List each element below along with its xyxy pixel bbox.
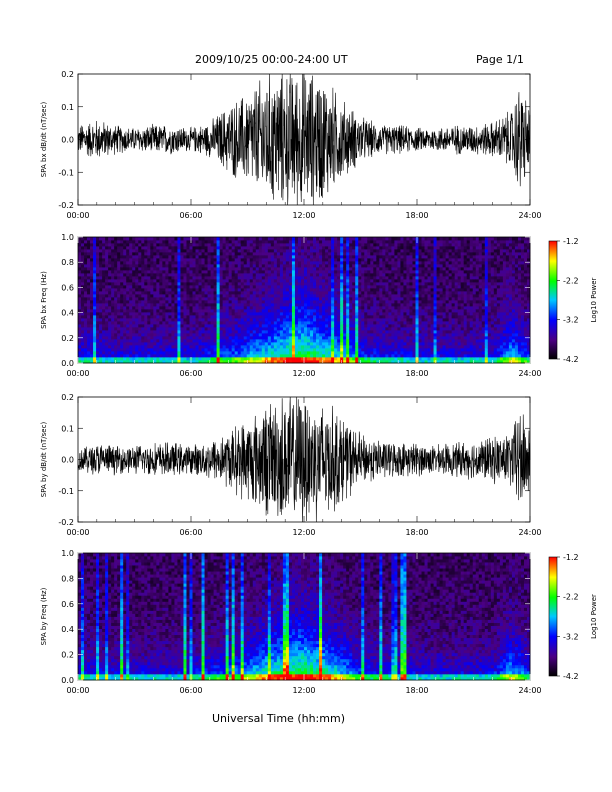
x-tick-label: 12:00 [292,211,315,220]
y-tick-label: 0.2 [61,393,74,402]
y-tick-label: 0.2 [61,651,74,660]
spectrogram [78,553,531,681]
x-tick-label: 00:00 [66,528,89,537]
y-tick-label: 0.2 [61,70,74,79]
x-tick-label: 12:00 [292,528,315,537]
y-tick-label: -0.1 [58,487,74,496]
y-tick-label: 1.0 [61,233,74,242]
colorbar-tick-label: -3.2 [563,632,579,641]
y-tick-label: -0.2 [58,518,74,527]
colorbar-scale [548,240,558,360]
y-tick-label: 0.6 [61,283,74,292]
colorbar-tick-label: -2.2 [563,593,579,602]
panel-4: -1.2 -2.2 -3.2 -4.2 Log10 Power 0.0 0.2 0.4 0.6 0… [40,549,598,695]
x-tick-label: 00:00 [66,369,89,378]
x-tick-label: 06:00 [179,211,202,220]
panel-2: -1.2 -2.2 -3.2 -4.2 Log10 Power 0.0 0.2 0.4 0.6 0… [40,233,598,378]
colorbar-tick-label: -3.2 [563,316,579,325]
y-tick-label: -0.1 [58,168,74,177]
y-axis-label: SPA bx dB/dt (nT/sec) [40,102,48,178]
page-number: Page 1/1 [476,53,524,66]
y-tick-label: 0.6 [61,600,74,609]
y-tick-label: 1.0 [61,549,74,558]
colorbar-tick-label: -1.2 [563,553,579,562]
y-tick-label: 0.0 [61,676,74,685]
x-tick-label: 24:00 [518,369,541,378]
x-tick-label: 12:00 [292,686,315,695]
y-tick-label: 0.8 [61,574,74,583]
x-tick-label: 06:00 [179,686,202,695]
x-tick-label: 12:00 [292,369,315,378]
x-tick-label: 00:00 [66,686,89,695]
y-tick-label: 0.0 [61,136,74,145]
y-tick-label: 0.8 [61,258,74,267]
y-tick-label: 0.1 [61,424,74,433]
y-axis-label: SPA bx Freq (Hz) [40,271,48,329]
page-title: 2009/10/25 00:00-24:00 UT [195,53,348,66]
x-tick-label: 18:00 [405,369,428,378]
x-tick-label: 18:00 [405,686,428,695]
colorbar-tick-label: -4.2 [563,672,579,681]
y-tick-label: -0.2 [58,201,74,210]
y-tick-label: 0.1 [61,103,74,112]
colorbar: -1.2 -2.2 -3.2 -4.2 Log10 Power [548,237,598,364]
x-tick-label: 00:00 [66,211,89,220]
colorbar-tick-label: -1.2 [563,237,579,246]
colorbar: -1.2 -2.2 -3.2 -4.2 Log10 Power [548,553,598,681]
y-tick-label: 0.2 [61,334,74,343]
data-trace [77,396,531,523]
colorbar-tick-label: -4.2 [563,355,579,364]
y-axis-label: SPA by Freq (Hz) [40,587,48,645]
y-tick-label: 0.0 [61,456,74,465]
x-axis-title: Universal Time (hh:mm) [212,712,345,725]
panel-3: -0.2 -0.1 0.0 0.1 0.2 SPA by dB/dt (nT/sec) 00… [40,393,542,537]
y-tick-label: 0.4 [61,625,74,634]
panel-1: -0.2 -0.1 0.0 0.1 0.2 SPA bx dB/dt (nT/sec) 00… [40,70,542,220]
colorbar-tick-label: -2.2 [563,276,579,285]
colorbar-label: Log10 Power [590,277,598,322]
x-tick-label: 24:00 [518,528,541,537]
y-tick-label: 0.4 [61,309,74,318]
x-tick-label: 18:00 [405,211,428,220]
y-tick-label: 0.0 [61,359,74,368]
colorbar-label: Log10 Power [590,594,598,639]
colorbar-scale [548,556,558,677]
spectrogram [78,237,531,364]
x-tick-label: 06:00 [179,369,202,378]
y-axis-label: SPA by dB/dt (nT/sec) [40,422,48,498]
x-tick-label: 06:00 [179,528,202,537]
x-tick-label: 24:00 [518,686,541,695]
x-tick-label: 18:00 [405,528,428,537]
data-trace [77,73,531,206]
x-tick-label: 24:00 [518,211,541,220]
